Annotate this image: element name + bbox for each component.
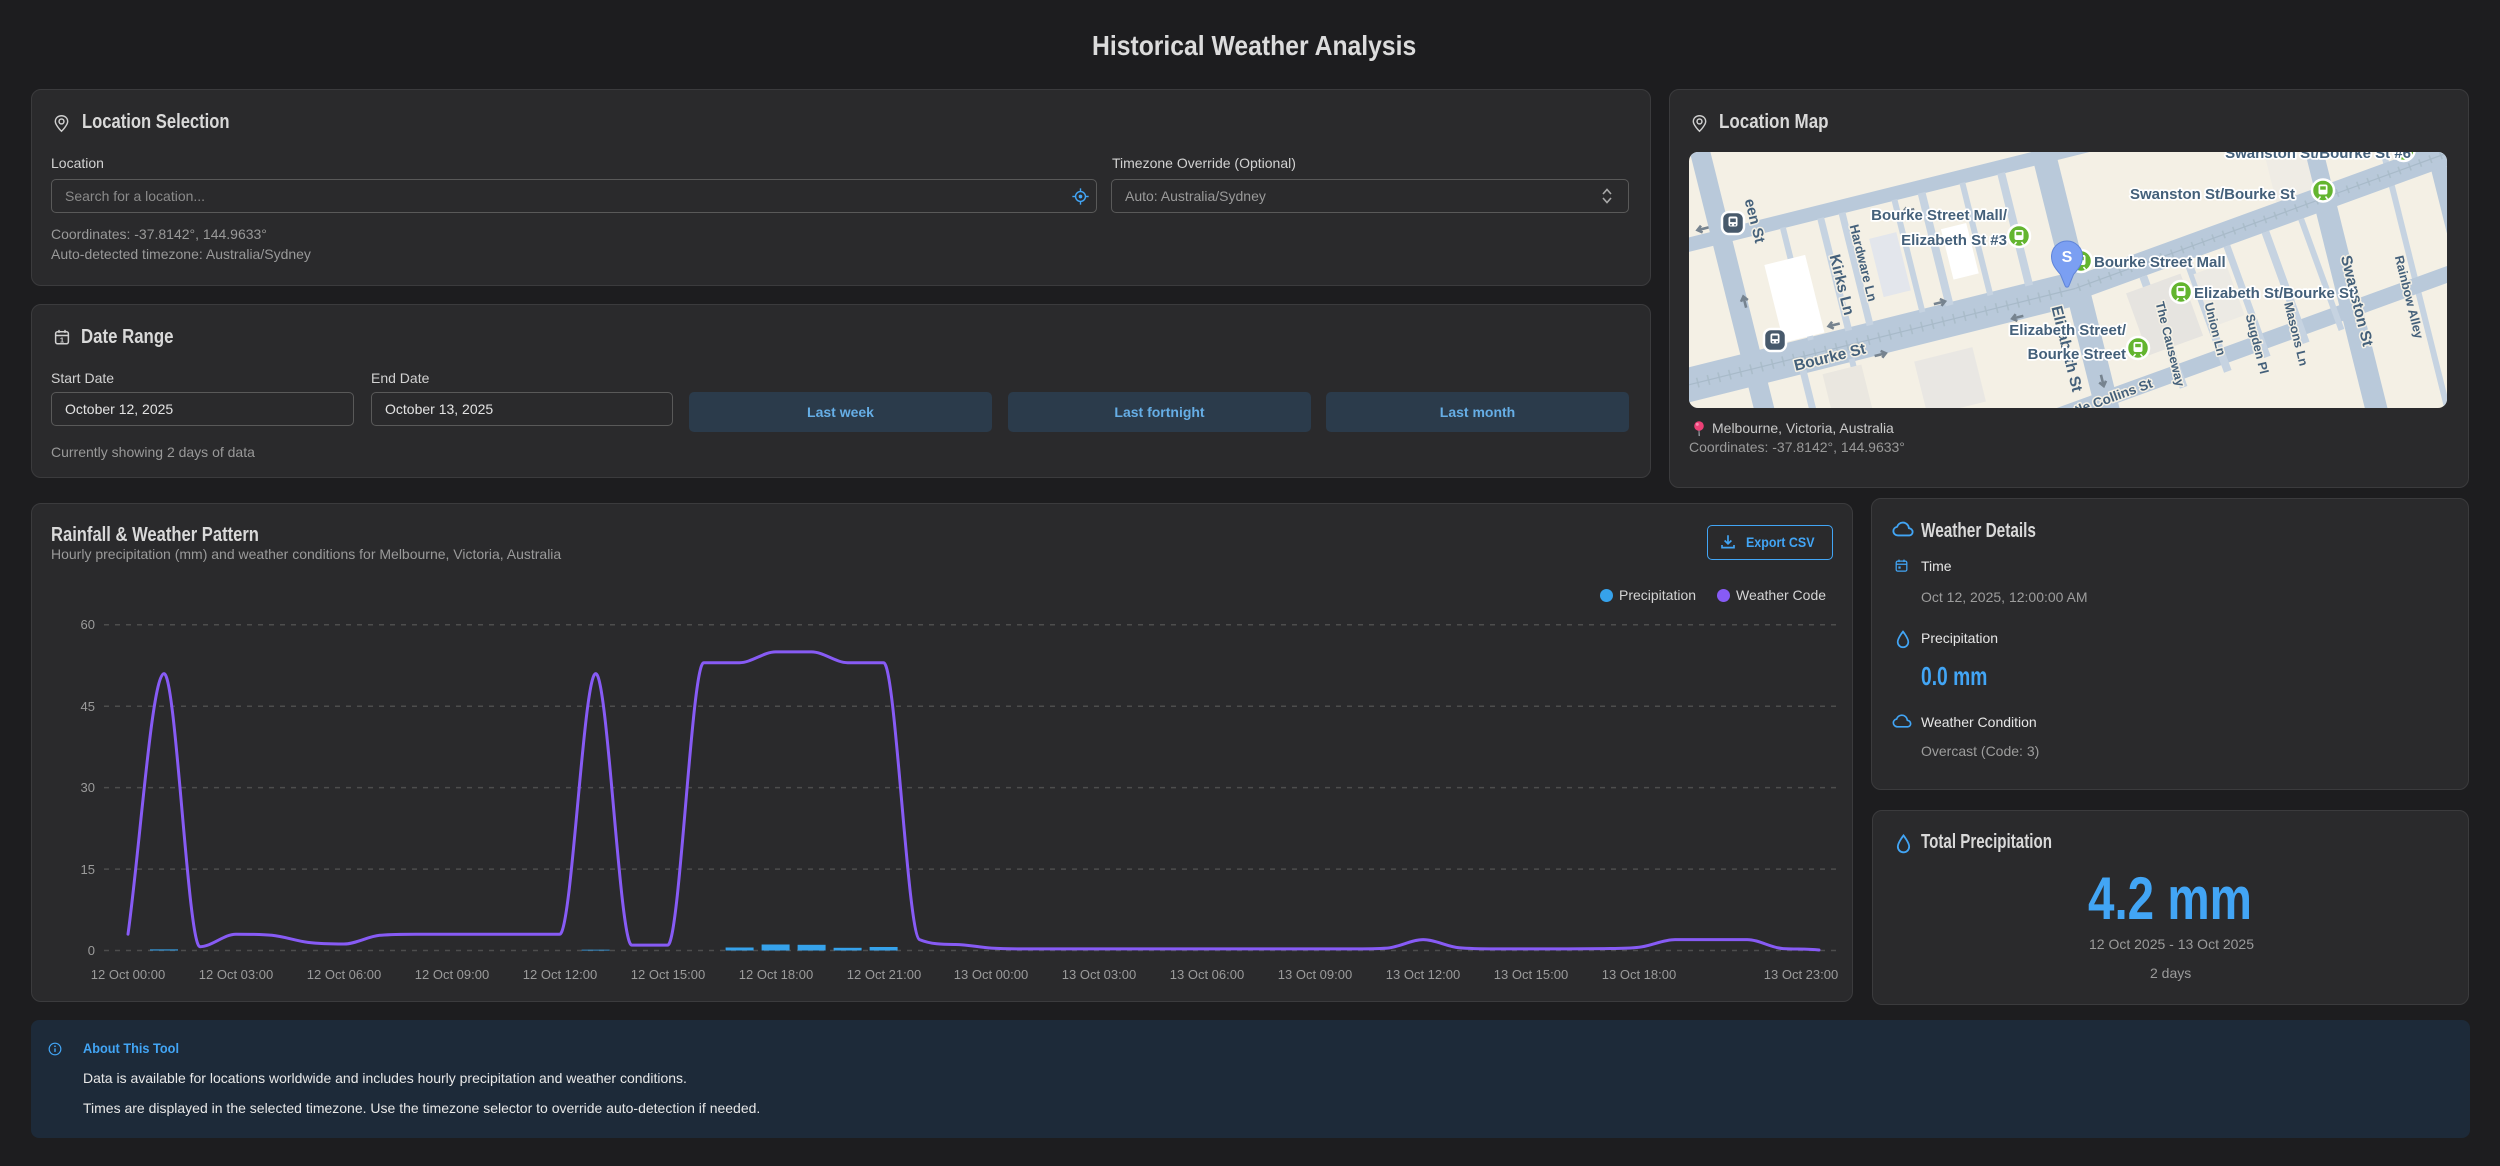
svg-text:Bourke Street Mall: Bourke Street Mall [2094, 254, 2226, 271]
svg-text:13 Oct 00:00: 13 Oct 00:00 [954, 967, 1028, 982]
svg-text:12 Oct 09:00: 12 Oct 09:00 [415, 967, 489, 982]
svg-text:60: 60 [81, 617, 95, 632]
svg-text:13 Oct 12:00: 13 Oct 12:00 [1386, 967, 1460, 982]
svg-text:12 Oct 18:00: 12 Oct 18:00 [739, 967, 813, 982]
svg-text:Bourke Street: Bourke Street [2028, 346, 2126, 363]
svg-text:12 Oct 00:00: 12 Oct 00:00 [91, 967, 165, 982]
svg-text:13 Oct 18:00: 13 Oct 18:00 [1602, 967, 1676, 982]
svg-text:12 Oct 21:00: 12 Oct 21:00 [847, 967, 921, 982]
svg-text:12 Oct 15:00: 12 Oct 15:00 [631, 967, 705, 982]
svg-text:15: 15 [81, 862, 95, 877]
svg-text:12 Oct 03:00: 12 Oct 03:00 [199, 967, 273, 982]
svg-text:30: 30 [81, 780, 95, 795]
svg-text:Swanston St/Bourke St #6: Swanston St/Bourke St #6 [2225, 152, 2411, 162]
svg-text:13 Oct 09:00: 13 Oct 09:00 [1278, 967, 1352, 982]
svg-text:13 Oct 06:00: 13 Oct 06:00 [1170, 967, 1244, 982]
svg-text:12 Oct 06:00: 12 Oct 06:00 [307, 967, 381, 982]
svg-text:S: S [2062, 249, 2073, 266]
svg-text:Elizabeth St/Bourke St: Elizabeth St/Bourke St [2194, 285, 2354, 302]
svg-text:0: 0 [88, 943, 95, 958]
svg-text:Bourke Street Mall/: Bourke Street Mall/ [1871, 207, 2008, 224]
svg-text:Elizabeth Street/: Elizabeth Street/ [2009, 322, 2127, 339]
svg-text:13 Oct 03:00: 13 Oct 03:00 [1062, 967, 1136, 982]
svg-text:Elizabeth St #3: Elizabeth St #3 [1901, 232, 2007, 249]
svg-text:1: 1 [60, 335, 64, 344]
svg-text:13 Oct 15:00: 13 Oct 15:00 [1494, 967, 1568, 982]
svg-text:45: 45 [81, 699, 95, 714]
svg-text:13 Oct 23:00: 13 Oct 23:00 [1764, 967, 1838, 982]
svg-text:Swanston St/Bourke St: Swanston St/Bourke St [2130, 186, 2295, 203]
svg-text:12 Oct 12:00: 12 Oct 12:00 [523, 967, 597, 982]
